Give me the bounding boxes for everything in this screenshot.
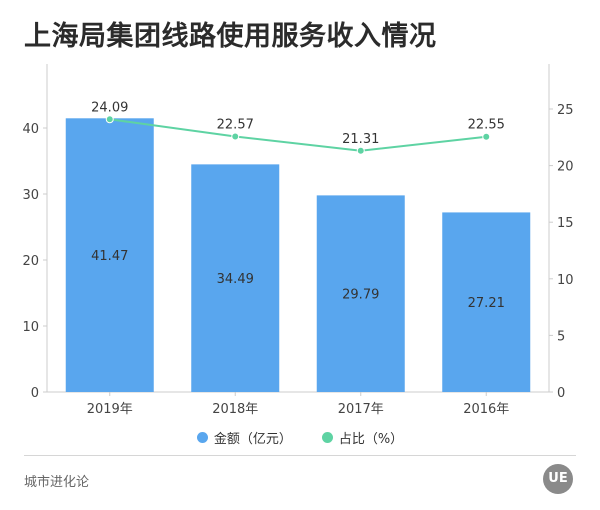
bar — [65, 118, 154, 392]
bar-value-label: 27.21 — [468, 296, 505, 311]
legend-item-share[interactable]: 占比（%） — [321, 428, 404, 447]
y-right-tick-label: 25 — [557, 103, 574, 118]
share-point — [231, 132, 240, 141]
share-value-label: 21.31 — [342, 132, 379, 147]
legend-label-share: 占比（%） — [338, 432, 404, 447]
legend: 金额（亿元） 占比（%） — [0, 428, 600, 447]
bar — [316, 195, 405, 392]
source-label: 城市进化论 — [24, 475, 90, 490]
share-point — [482, 132, 491, 141]
y-left-tick-label: 10 — [22, 320, 39, 335]
share-value-label: 22.57 — [217, 118, 254, 133]
share-point — [105, 115, 114, 124]
share-line — [109, 118, 487, 152]
y-right-tick-label: 20 — [557, 160, 574, 175]
x-tick-label: 2018年 — [212, 402, 258, 417]
legend-label-amount: 金额（亿元） — [213, 432, 292, 447]
y-right-tick-label: 5 — [557, 329, 565, 344]
bar-value-label: 29.79 — [342, 288, 379, 303]
x-tick-label: 2019年 — [87, 402, 133, 417]
y-right-tick-label: 10 — [557, 273, 574, 288]
legend-item-amount[interactable]: 金额（亿元） — [196, 428, 292, 447]
y-left-tick-label: 30 — [22, 188, 39, 203]
y-right-tick-label: 0 — [557, 386, 565, 401]
y-left-tick-label: 40 — [22, 122, 39, 137]
y-left-tick-label: 20 — [22, 254, 39, 269]
y-left-tick-label: 0 — [31, 386, 39, 401]
chart-area: 0 10 20 30 40 0 5 10 15 20 25 41.47 2019年 34.49 2018年… — [22, 64, 574, 417]
x-tick-label: 2016年 — [463, 402, 509, 417]
share-value-label: 22.55 — [468, 118, 505, 133]
chart-title: 上海局集团线路使用服务收入情况 — [24, 21, 437, 52]
share-point — [356, 146, 365, 155]
legend-marker-share — [321, 432, 333, 443]
bar — [191, 164, 280, 392]
bar-value-label: 34.49 — [217, 272, 254, 287]
brand-logo: UE — [543, 464, 573, 494]
legend-marker-amount — [196, 432, 208, 443]
x-tick-label: 2017年 — [338, 402, 384, 417]
y-right-tick-label: 15 — [557, 216, 574, 231]
footer-divider — [24, 455, 576, 456]
bar — [442, 212, 531, 392]
bar-value-label: 41.47 — [91, 249, 128, 264]
share-value-label: 24.09 — [91, 100, 128, 115]
